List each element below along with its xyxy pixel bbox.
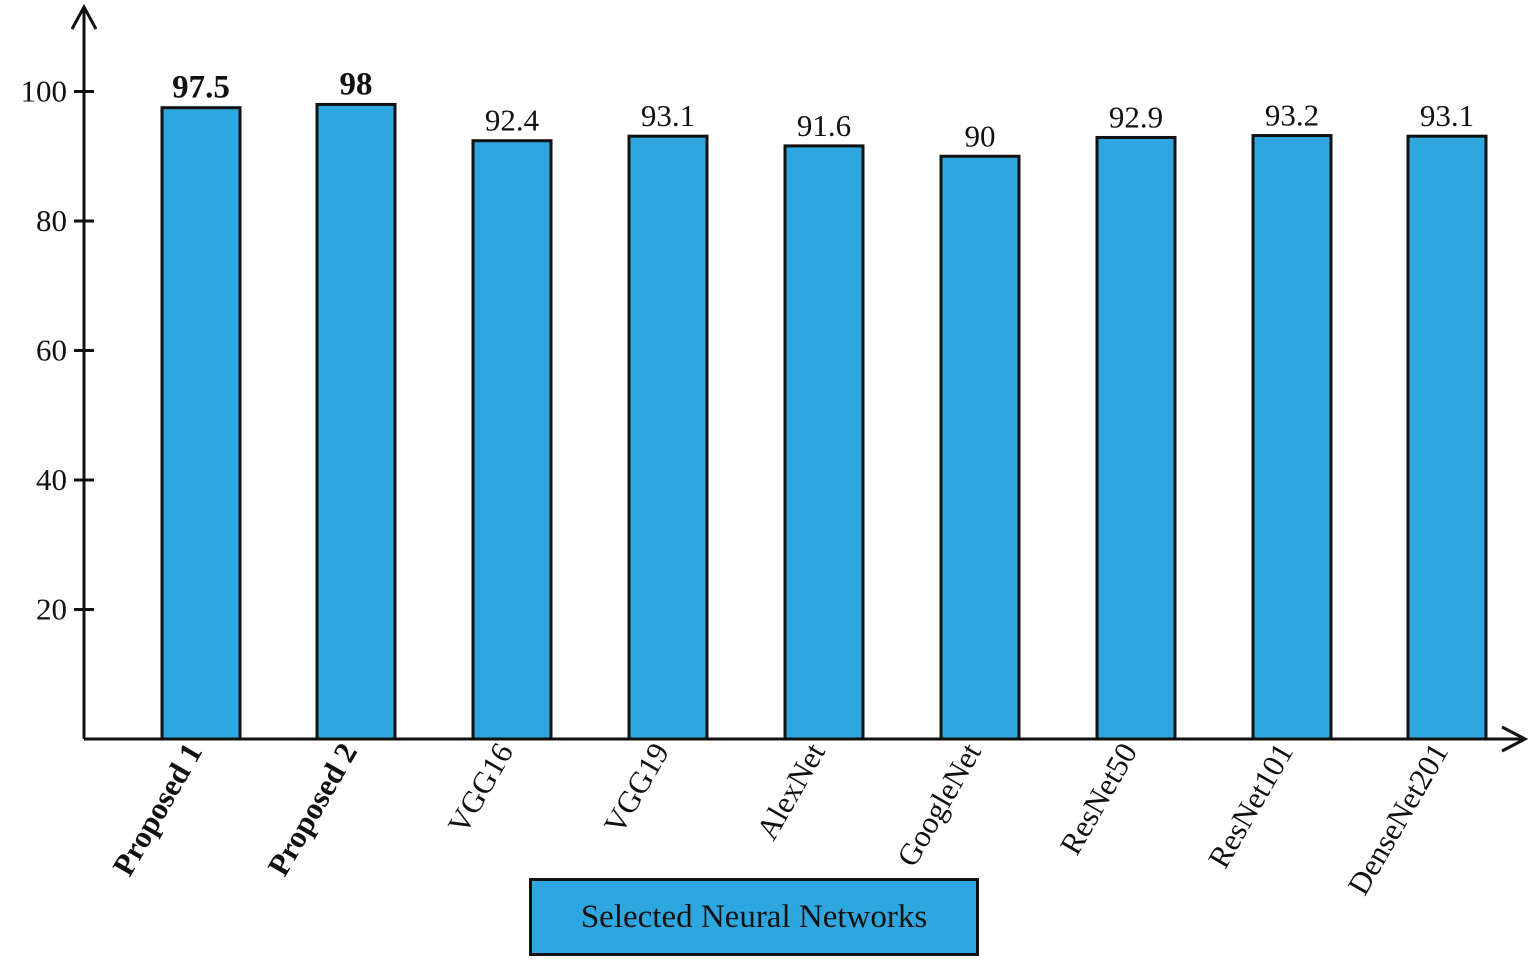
bar-value-label: 97.5	[172, 70, 230, 106]
legend: Selected Neural Networks	[529, 878, 979, 956]
bar	[1406, 134, 1488, 741]
y-tick-label: 80	[36, 203, 67, 238]
bar	[1095, 135, 1177, 741]
x-tick-label: DenseNet201	[1340, 737, 1455, 901]
bar-value-label: 92.4	[485, 103, 540, 138]
x-axis: Proposed 1 Proposed 2 VGG16 VGG19 AlexNet Goo…	[84, 725, 1529, 901]
bar	[471, 139, 553, 741]
bar	[783, 144, 865, 741]
y-tick-label: 20	[36, 592, 67, 627]
x-tick-label: GoogleNet	[890, 737, 989, 873]
y-axis-arrow-icon	[70, 3, 98, 30]
y-tick-label: 40	[36, 462, 67, 497]
y-tick-label: 100	[21, 74, 68, 109]
x-tick-label: Proposed 2	[260, 737, 364, 882]
bar-value-label: 91.6	[797, 108, 851, 143]
bars: 97.5 98 92.4 93.1 91.6 90 92.9 93.2 93.1	[160, 66, 1488, 741]
bar	[939, 154, 1021, 741]
bar-value-label: 93.1	[1420, 98, 1474, 133]
x-tick-label: AlexNet	[749, 737, 832, 846]
x-tick-label: ResNet50	[1053, 737, 1144, 860]
bar-value-label: 90	[965, 118, 996, 153]
x-tick-label: VGG16	[441, 737, 520, 840]
bar-value-label: 93.1	[641, 98, 695, 133]
x-tick-label: VGG19	[597, 737, 676, 840]
y-axis: 20 40 60 80 100	[21, 3, 98, 739]
x-tick-label: Proposed 1	[105, 737, 209, 882]
legend-label: Selected Neural Networks	[580, 898, 928, 935]
bar	[160, 106, 242, 741]
bar	[627, 134, 709, 741]
y-tick-label: 60	[36, 333, 67, 368]
x-tick-label: ResNet101	[1201, 737, 1300, 874]
bar	[315, 102, 397, 741]
x-axis-arrow-icon	[1501, 725, 1529, 753]
bar	[1251, 134, 1333, 741]
bar-value-label: 92.9	[1109, 99, 1163, 134]
bar-value-label: 93.2	[1265, 98, 1319, 133]
bar-value-label: 98	[340, 66, 373, 102]
